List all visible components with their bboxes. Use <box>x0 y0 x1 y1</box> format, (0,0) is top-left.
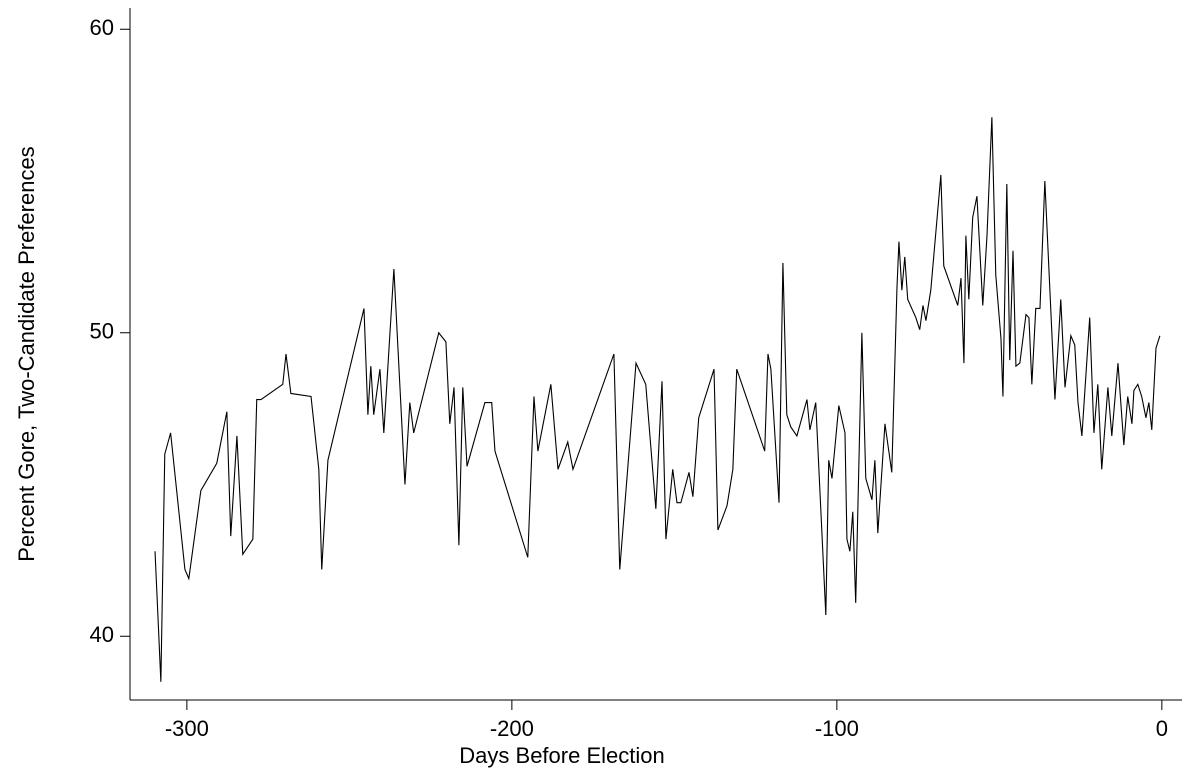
y-tick-label: 60 <box>90 15 114 40</box>
y-axis-label: Percent Gore, Two-Candidate Preferences <box>14 146 39 561</box>
data-line <box>154 117 1161 682</box>
x-tick-label: -200 <box>490 716 534 741</box>
y-tick-label: 40 <box>90 622 114 647</box>
y-tick-label: 50 <box>90 319 114 344</box>
x-tick-label: -300 <box>165 716 209 741</box>
x-axis-label: Days Before Election <box>459 743 664 768</box>
x-tick-label: 0 <box>1156 716 1168 741</box>
x-tick-label: -100 <box>815 716 859 741</box>
